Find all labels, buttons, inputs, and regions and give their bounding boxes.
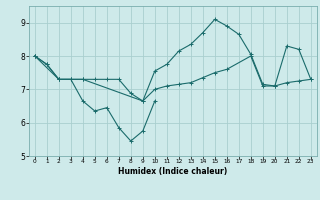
X-axis label: Humidex (Indice chaleur): Humidex (Indice chaleur) [118,167,228,176]
